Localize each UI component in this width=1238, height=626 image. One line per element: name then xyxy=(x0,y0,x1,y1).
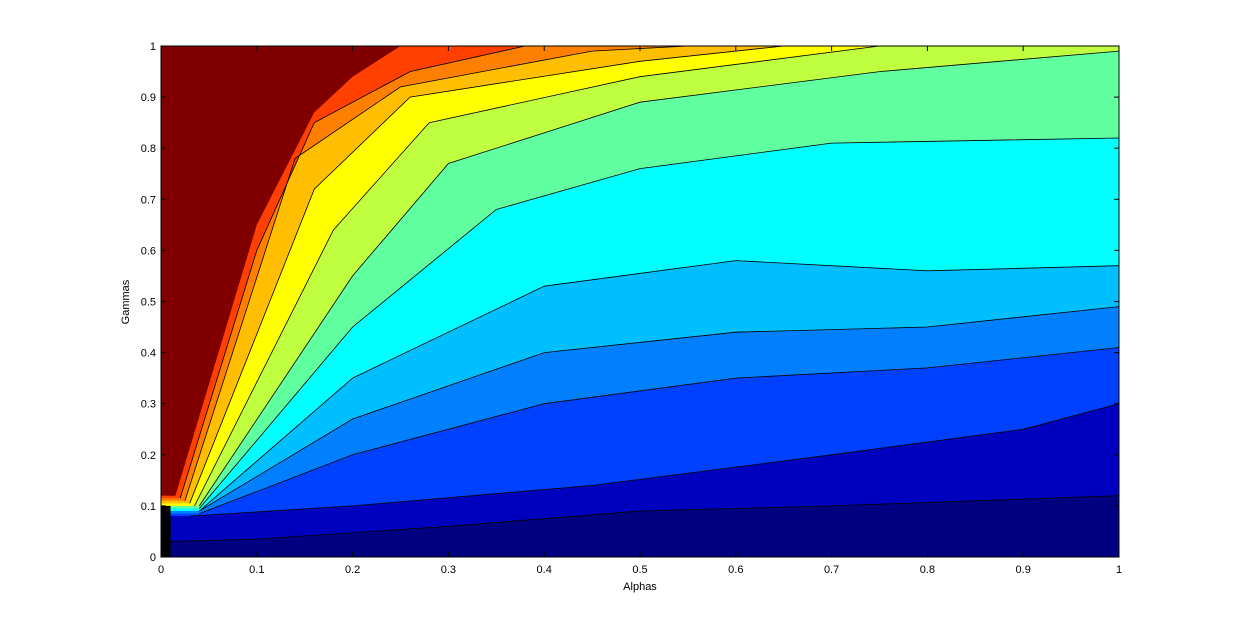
contour-dark-strip xyxy=(161,505,171,557)
x-tick-label: 0.3 xyxy=(441,564,456,576)
x-axis-tick-labels: 0 0.1 0.2 0.3 0.4 0.5 0.6 0.7 0.8 0.9 1 xyxy=(158,564,1122,576)
y-tick-label: 0.9 xyxy=(141,92,156,104)
axis-ticks xyxy=(160,45,1120,558)
contour-line-8 xyxy=(189,46,784,504)
y-tick-label: 0 xyxy=(150,552,156,564)
y-tick-label: 0.7 xyxy=(141,194,156,206)
contour-line-2 xyxy=(199,347,1119,514)
contour-line-0 xyxy=(161,495,1119,543)
contour-line-5 xyxy=(198,137,1119,509)
y-tick-label: 0.2 xyxy=(141,450,156,462)
x-axis-label: Alphas xyxy=(623,581,657,593)
contour-line-9 xyxy=(184,46,688,501)
contour-line-7 xyxy=(194,46,880,507)
contour-line-4 xyxy=(199,260,1119,512)
x-tick-label: 0.7 xyxy=(824,564,839,576)
x-tick-label: 0.6 xyxy=(728,564,743,576)
y-tick-label: 0.1 xyxy=(141,501,156,513)
contour-band-top xyxy=(161,46,1119,496)
contour-line-1 xyxy=(189,403,1119,517)
y-tick-label: 0.5 xyxy=(141,297,156,309)
contour-line-10 xyxy=(179,46,526,499)
y-axis-tick-labels: 0 0.1 0.2 0.3 0.4 0.5 0.6 0.7 0.8 0.9 1 xyxy=(141,41,156,564)
x-tick-label: 0.4 xyxy=(537,564,552,576)
x-tick-label: 0 xyxy=(158,564,164,576)
x-tick-label: 1 xyxy=(1116,564,1122,576)
contour-band-7 xyxy=(161,46,1119,506)
x-tick-label: 0.1 xyxy=(249,564,264,576)
contour-line-6 xyxy=(198,50,1119,507)
plot-area xyxy=(161,46,1119,557)
y-tick-label: 0.3 xyxy=(141,399,156,411)
y-tick-label: 0.6 xyxy=(141,245,156,257)
y-tick-label: 0.8 xyxy=(141,143,156,155)
y-tick-label: 1 xyxy=(150,41,156,53)
x-tick-label: 0.5 xyxy=(632,564,647,576)
contour-line-3 xyxy=(199,306,1119,512)
y-axis-label: Gammas xyxy=(120,279,132,324)
x-tick-label: 0.8 xyxy=(920,564,935,576)
x-tick-label: 0.9 xyxy=(1016,564,1031,576)
y-tick-label: 0.4 xyxy=(141,348,156,360)
x-tick-label: 0.2 xyxy=(345,564,360,576)
